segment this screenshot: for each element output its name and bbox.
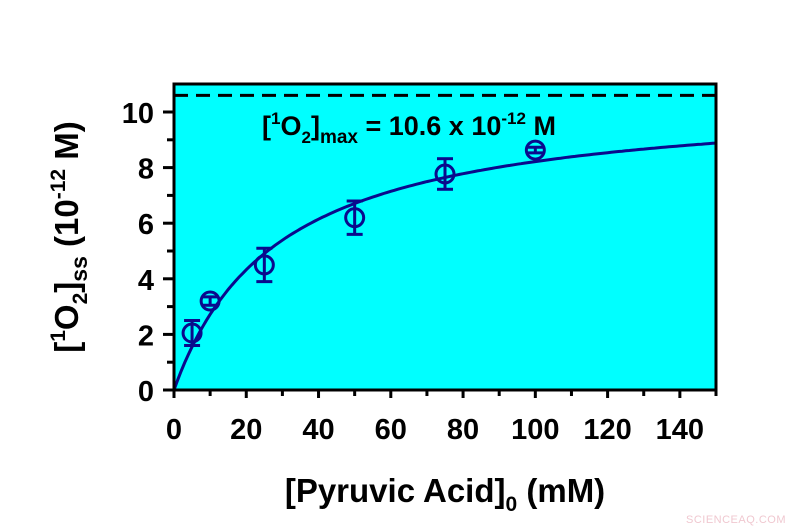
data-point [253, 246, 275, 284]
x-tick-label: 20 [230, 414, 262, 446]
data-point [344, 199, 366, 236]
y-tick-label: 8 [138, 154, 154, 186]
plot-area [174, 84, 716, 390]
watermark: SCIENCEAQ.COM [685, 514, 786, 526]
x-tick-label: 60 [375, 414, 407, 446]
max-annotation: [1O2]max = 10.6 x 10-12 M [262, 109, 556, 148]
x-tick-label: 40 [302, 414, 334, 446]
x-tick-label: 120 [583, 414, 631, 446]
data-point [181, 319, 203, 348]
y-tick-label: 0 [138, 376, 154, 408]
data-points [181, 139, 546, 348]
data-point [434, 157, 456, 191]
x-tick-label: 100 [511, 414, 559, 446]
plot-frame [172, 82, 718, 392]
data-point [524, 139, 546, 161]
x-tick-label: 140 [656, 414, 704, 446]
x-tick-label: 80 [447, 414, 479, 446]
y-tick-label: 6 [138, 209, 154, 241]
x-axis-title: [Pyruvic Acid]0 (mM) [285, 472, 605, 516]
x-axis: 0 20 40 60 80 100 120 140 [166, 390, 718, 446]
y-axis: 0 2 4 6 8 10 [122, 98, 174, 408]
y-tick-label: 4 [138, 265, 154, 297]
data-point [199, 290, 221, 312]
x-tick-label: 0 [166, 414, 182, 446]
y-tick-label: 10 [122, 98, 154, 130]
y-axis-title: [1O2]ss (10-12 M) [47, 121, 92, 353]
y-tick-label: 2 [138, 320, 154, 352]
